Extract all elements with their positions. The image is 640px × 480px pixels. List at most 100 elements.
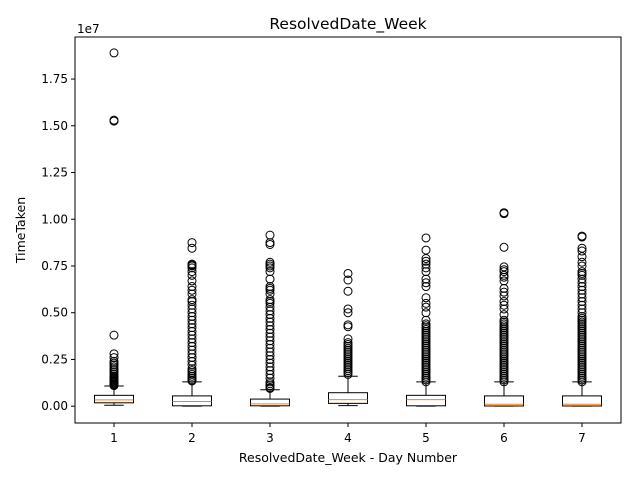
flier-point (265, 328, 275, 338)
flier-point (421, 263, 431, 273)
flier-point (499, 287, 509, 297)
plot-area: 0.00 0.25 0.50 0.75 1.00 1.25 1.50 1.75 1 2 3 4 5 6 7 (41, 48, 602, 445)
flier-point (421, 315, 431, 325)
flier-point (577, 282, 587, 292)
flier-point (421, 233, 431, 243)
flier-point (187, 263, 197, 273)
flier-point (577, 289, 587, 299)
flier-point (265, 285, 275, 295)
flier-point (421, 274, 431, 284)
box-iqr (250, 398, 290, 407)
box-group-3 (250, 230, 290, 407)
flier-point (265, 306, 275, 316)
flier-point (187, 345, 197, 355)
flier-point (265, 369, 275, 379)
flier-point (187, 326, 197, 336)
y-tick-label: 1.75 (41, 72, 68, 86)
flier-point (421, 302, 431, 312)
flier-point (187, 319, 197, 329)
flier-point (109, 116, 119, 126)
flier-point (421, 256, 431, 266)
flier-point (499, 276, 509, 286)
flier-point (187, 338, 197, 348)
y-offset-label: 1e7 (77, 22, 100, 36)
flier-point (187, 243, 197, 253)
flier-point (187, 349, 197, 359)
flier-point (499, 296, 509, 306)
y-tick-label: 0.00 (41, 399, 68, 413)
flier-point (187, 360, 197, 370)
flier-point (187, 341, 197, 351)
flier-point (265, 310, 275, 320)
flier-point (343, 334, 353, 344)
flier-point (187, 267, 197, 277)
flier-point (265, 362, 275, 372)
y-tick-label: 1.50 (41, 119, 68, 133)
flier-point (265, 351, 275, 361)
flier-point (109, 353, 119, 363)
flier-point (265, 347, 275, 357)
flier-point (577, 300, 587, 310)
flier-point (499, 300, 509, 310)
y-tick-label: 0.75 (41, 259, 68, 273)
flier-point (265, 302, 275, 312)
y-tick-label: 0.25 (41, 352, 68, 366)
flier-point (187, 300, 197, 310)
flier-point (421, 267, 431, 277)
x-tick-label: 7 (578, 431, 586, 445)
box-iqr (562, 395, 602, 407)
flier-point (187, 356, 197, 366)
flier-point (421, 298, 431, 308)
flier-point (577, 308, 587, 318)
flier-point (265, 339, 275, 349)
flier-point (499, 209, 509, 219)
y-tick-label: 1.00 (41, 212, 68, 226)
flier-point (577, 257, 587, 267)
y-tick-label: 1.25 (41, 166, 68, 180)
flier-point (265, 230, 275, 240)
flier-point (265, 336, 275, 346)
flier-point (499, 291, 509, 301)
x-axis-label: ResolvedDate_Week - Day Number (239, 450, 458, 465)
flier-point (421, 293, 431, 303)
flier-point (421, 278, 431, 288)
flier-point (343, 286, 353, 296)
flier-point (421, 308, 431, 318)
flier-point (187, 296, 197, 306)
flier-point (499, 304, 509, 314)
flier-point (187, 285, 197, 295)
flier-point (265, 354, 275, 364)
box-group-4 (328, 268, 368, 407)
x-tick-label: 1 (110, 431, 118, 445)
flier-point (499, 283, 509, 293)
flier-point (187, 289, 197, 299)
x-tick-label: 4 (344, 431, 352, 445)
plot-frame (74, 36, 622, 424)
box-group-1 (94, 48, 134, 406)
flier-point (187, 315, 197, 325)
flier-point (187, 270, 197, 280)
flier-point (265, 373, 275, 383)
flier-point (499, 242, 509, 252)
flier-point (265, 317, 275, 327)
flier-point (265, 332, 275, 342)
box-group-2 (172, 238, 212, 407)
x-tick-label: 3 (266, 431, 274, 445)
flier-point (187, 276, 197, 286)
flier-point (577, 304, 587, 314)
flier-point (187, 334, 197, 344)
flier-point (577, 261, 587, 271)
flier-point (577, 270, 587, 280)
flier-point (187, 323, 197, 333)
flier-point (343, 304, 353, 314)
box-iqr (172, 395, 212, 407)
flier-point (577, 296, 587, 306)
flier-point (343, 275, 353, 285)
box-group-6 (484, 208, 524, 407)
flier-point (187, 304, 197, 314)
box-iqr (328, 392, 368, 404)
flier-point (187, 282, 197, 292)
box-iqr (406, 394, 446, 407)
